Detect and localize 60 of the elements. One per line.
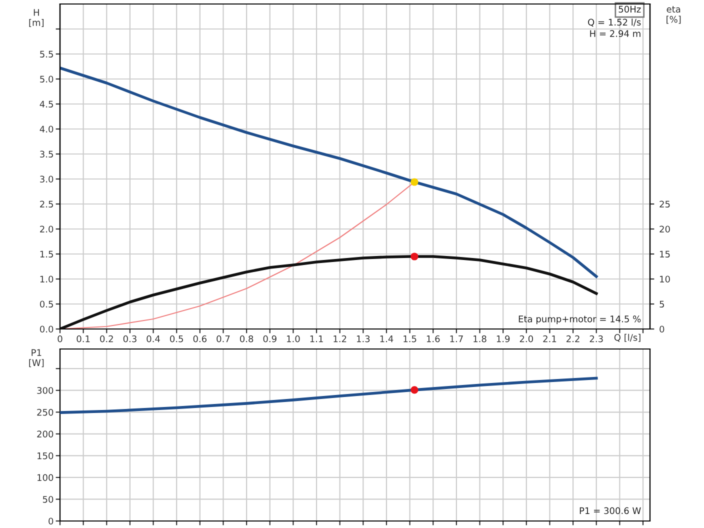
y2-tick-label: 20 bbox=[660, 226, 670, 233]
y2-tick-label: 10 bbox=[660, 276, 670, 283]
y-tick-label: 200 bbox=[37, 430, 54, 438]
line-series bbox=[60, 66, 598, 278]
x-tick-label: 1.5 bbox=[404, 336, 416, 342]
x-tick-label: 1.1 bbox=[310, 336, 323, 342]
y-tick-label: 1.5 bbox=[40, 250, 53, 258]
x-tick-label: 0 bbox=[58, 335, 62, 342]
y2-tick-label: 0 bbox=[660, 326, 664, 333]
y2-tick-label: 5 bbox=[660, 300, 664, 308]
y-tick-label: 150 bbox=[38, 452, 54, 460]
y-tick-label: 0 bbox=[48, 518, 54, 525]
x-tick-label: 0.7 bbox=[216, 335, 230, 342]
y-tick-label: 5.5 bbox=[40, 50, 53, 58]
x-tick-label: 0.3 bbox=[123, 335, 136, 342]
x-tick-label: 2.1 bbox=[543, 335, 556, 342]
y-tick-label: 2.0 bbox=[40, 226, 54, 233]
y2-tick-label: 15 bbox=[660, 250, 670, 258]
y-tick-label: 1.0 bbox=[40, 276, 54, 283]
x-tick-label: 2.2 bbox=[566, 335, 580, 342]
line-series bbox=[60, 376, 598, 414]
y-axis-title: H [m] bbox=[29, 9, 44, 28]
y2-tick-label: 25 bbox=[660, 200, 670, 208]
x-tick-label: 1.6 bbox=[426, 335, 440, 342]
y-tick-label: 5.0 bbox=[40, 76, 54, 83]
x-tick-label: 1.0 bbox=[287, 335, 300, 342]
x-tick-label: 0.9 bbox=[263, 335, 276, 342]
y-tick-label: 50 bbox=[42, 496, 54, 503]
x-tick-label: 1.9 bbox=[496, 335, 510, 342]
x-tick-label: 1.4 bbox=[380, 336, 394, 342]
x-tick-label: 0.1 bbox=[76, 335, 90, 342]
y-tick-label: 3.5 bbox=[40, 150, 53, 158]
annotation: Eta pump+motor = 14.5 % bbox=[518, 316, 641, 324]
x-axis-title: Q [l/s] bbox=[614, 334, 640, 342]
annotation: Q = 1.52 l/s bbox=[588, 18, 641, 27]
annotation: H = 2.94 m bbox=[590, 30, 640, 37]
y-tick-label: 4.5 bbox=[40, 100, 53, 108]
y-tick-label: 3.0 bbox=[40, 176, 54, 183]
x-tick-label: 1.2 bbox=[334, 335, 346, 342]
y2-axis-title: eta [%] bbox=[666, 6, 681, 24]
x-tick-label: 0.5 bbox=[170, 335, 183, 342]
x-tick-label: 1.7 bbox=[450, 336, 463, 342]
y-tick-label: 0.0 bbox=[40, 326, 54, 333]
y-tick-label: 0.5 bbox=[40, 300, 53, 308]
y-tick-label: 250 bbox=[37, 408, 54, 416]
y-tick-label: 2.5 bbox=[40, 200, 53, 208]
x-tick-label: 0.8 bbox=[240, 335, 254, 342]
y-tick-label: 100 bbox=[38, 474, 54, 482]
x-tick-label: 1.3 bbox=[356, 335, 370, 342]
annotation: P1 = 300.6 W bbox=[580, 507, 641, 514]
x-tick-label: 1.8 bbox=[474, 335, 486, 342]
x-tick-label: 0.2 bbox=[100, 335, 113, 342]
y-tick-label: 300 bbox=[37, 387, 54, 394]
x-tick-label: 0.4 bbox=[146, 335, 160, 342]
annotation: 50Hz bbox=[618, 6, 641, 13]
y-tick-label: 4.0 bbox=[40, 126, 54, 133]
x-tick-label: 2.0 bbox=[520, 335, 533, 342]
x-tick-label: 0.6 bbox=[193, 335, 207, 342]
y-axis-title: P1 [W] bbox=[29, 349, 44, 368]
x-tick-label: 2.3 bbox=[590, 335, 603, 342]
